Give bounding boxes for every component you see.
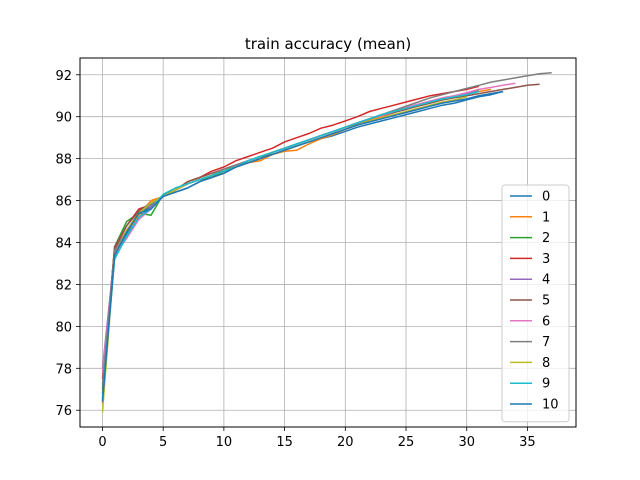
y-tick-label: 92 bbox=[55, 69, 72, 84]
x-tick-label: 5 bbox=[159, 435, 167, 450]
grid bbox=[80, 58, 576, 427]
axes: 0 5 10 15 20 25 30 35 76 78 80 82 84 86 88 90 92 bbox=[55, 69, 535, 450]
y-tick-label: 80 bbox=[55, 320, 72, 335]
legend-label: 10 bbox=[542, 398, 559, 413]
y-tick-label: 86 bbox=[55, 195, 72, 210]
legend-label: 4 bbox=[542, 273, 550, 288]
legend-label: 0 bbox=[542, 190, 550, 205]
y-tick-label: 88 bbox=[55, 153, 72, 168]
legend: 0 1 2 3 4 5 6 7 8 9 10 bbox=[501, 184, 570, 423]
legend-label: 9 bbox=[542, 377, 550, 392]
x-tick-label: 30 bbox=[458, 435, 475, 450]
legend-label: 6 bbox=[542, 314, 550, 329]
y-tick-label: 90 bbox=[55, 111, 72, 126]
legend-label: 8 bbox=[542, 356, 550, 371]
x-tick-label: 35 bbox=[519, 435, 536, 450]
x-tick-label: 15 bbox=[276, 435, 293, 450]
x-tick-label: 20 bbox=[337, 435, 354, 450]
legend-label: 2 bbox=[542, 231, 550, 246]
x-tick-label: 25 bbox=[398, 435, 415, 450]
y-tick-label: 84 bbox=[55, 237, 72, 252]
series-lines bbox=[101, 71, 552, 413]
y-tick-label: 82 bbox=[55, 278, 72, 293]
series-line-10 bbox=[101, 90, 504, 402]
legend-label: 1 bbox=[542, 210, 550, 225]
legend-label: 3 bbox=[542, 252, 550, 267]
legend-label: 5 bbox=[542, 294, 550, 309]
legend-label: 7 bbox=[542, 335, 550, 350]
x-tick-label: 0 bbox=[98, 435, 106, 450]
y-tick-label: 76 bbox=[55, 404, 72, 419]
chart-title: train accuracy (mean) bbox=[245, 35, 411, 53]
legend-box bbox=[501, 184, 570, 423]
series-line-9 bbox=[101, 90, 480, 398]
x-tick-label: 10 bbox=[216, 435, 233, 450]
y-tick-label: 78 bbox=[55, 362, 72, 377]
